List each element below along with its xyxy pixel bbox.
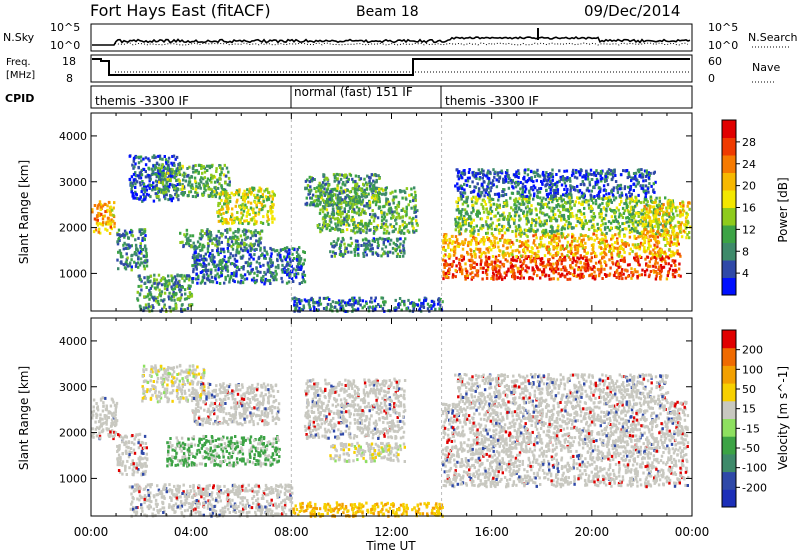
cpid-segment-1: themis -3300 IF: [95, 94, 189, 108]
colorbar-tick-label: -200: [742, 481, 767, 494]
cpid-frame: [90, 85, 693, 109]
nave-label: Nave: [752, 61, 780, 74]
velocity-heatmap: [91, 318, 690, 518]
station-title: Fort Hays East (fitACF): [90, 1, 271, 20]
noise-right-tick-top: 10^5: [708, 21, 738, 34]
velocity-axes: 1000 2000 3000 4000: [59, 318, 693, 516]
colorbar-tick-label: 100: [742, 363, 763, 376]
time-axis: 00:00 04:00 08:00 12:00 16:00 20:00 00:00: [74, 525, 710, 539]
x-tick-label: 16:00: [474, 525, 509, 539]
power-colorbar: 4 8 12 16 20 24 28: [721, 119, 756, 296]
colorbar-tick-label: 200: [742, 344, 763, 357]
y-tick-label: 4000: [59, 130, 87, 143]
cpid-segment-3: themis -3300 IF: [445, 94, 539, 108]
frequency-trace: [92, 58, 690, 76]
power-colorbar-label: Power [dB]: [776, 177, 790, 242]
beam-title: Beam 18: [356, 4, 419, 20]
noise-left-tick-top: 10^5: [50, 21, 80, 34]
y-tick-label: 2000: [59, 222, 87, 235]
noise-right-label: N.Search: [748, 31, 798, 44]
colorbar-tick-label: 16: [742, 202, 756, 215]
noise-left-tick-bottom: 10^0: [50, 39, 80, 52]
cpid-label: CPID: [5, 92, 34, 105]
colorbar-tick-label: 28: [742, 136, 756, 149]
power-axes: 1000 2000 3000 4000: [59, 113, 693, 311]
freq-label-2: [MHz]: [6, 70, 35, 81]
colorbar-tick-label: 4: [742, 267, 749, 280]
y-tick-label: 2000: [59, 427, 87, 440]
y-tick-label: 3000: [59, 381, 87, 394]
colorbar-tick-label: 8: [742, 245, 749, 258]
noise-panel-frame: [90, 23, 693, 52]
noise-trace: [92, 28, 691, 46]
y-tick-label: 3000: [59, 176, 87, 189]
colorbar-tick-label: 20: [742, 180, 756, 193]
velocity-ylabel: Slant Range [km]: [17, 366, 31, 470]
power-ylabel: Slant Range [km]: [17, 160, 31, 264]
velocity-colorbar: 200 100 50 15 -15 -50 -100 -200: [721, 329, 767, 508]
y-tick-label: 1000: [59, 472, 87, 485]
colorbar-tick-label: -15: [742, 422, 760, 435]
y-tick-label: 4000: [59, 335, 87, 348]
nave-tick-top: 60: [708, 55, 722, 68]
freq-label-1: Freq.: [6, 57, 31, 68]
colorbar-tick-label: -50: [742, 442, 760, 455]
colorbar-tick-label: -100: [742, 462, 767, 475]
colorbar-tick-label: 50: [742, 383, 756, 396]
x-tick-label: 04:00: [174, 525, 209, 539]
cpid-segment-2: normal (fast) 151 IF: [294, 85, 413, 99]
colorbar-tick-label: 12: [742, 223, 756, 236]
nave-tick-bottom: 0: [708, 72, 715, 85]
noise-right-tick-bottom: 10^0: [708, 39, 738, 52]
date-title: 09/Dec/2014: [584, 2, 680, 20]
freq-panel-frame: [90, 54, 693, 83]
x-tick-label: 08:00: [274, 525, 309, 539]
power-heatmap: [91, 113, 692, 313]
y-tick-label: 1000: [59, 267, 87, 280]
x-tick-label: 00:00: [675, 525, 710, 539]
time-axis-label: Time UT: [365, 539, 416, 553]
x-tick-label: 00:00: [74, 525, 109, 539]
x-tick-label: 20:00: [575, 525, 610, 539]
colorbar-tick-label: 24: [742, 158, 756, 171]
x-tick-label: 12:00: [374, 525, 409, 539]
freq-tick-top: 18: [62, 55, 76, 68]
noise-left-label: N.Sky: [3, 31, 35, 44]
colorbar-tick-label: 15: [742, 403, 756, 416]
velocity-colorbar-label: Velocity [m s^-1]: [776, 366, 790, 470]
freq-tick-bottom: 8: [66, 72, 73, 85]
